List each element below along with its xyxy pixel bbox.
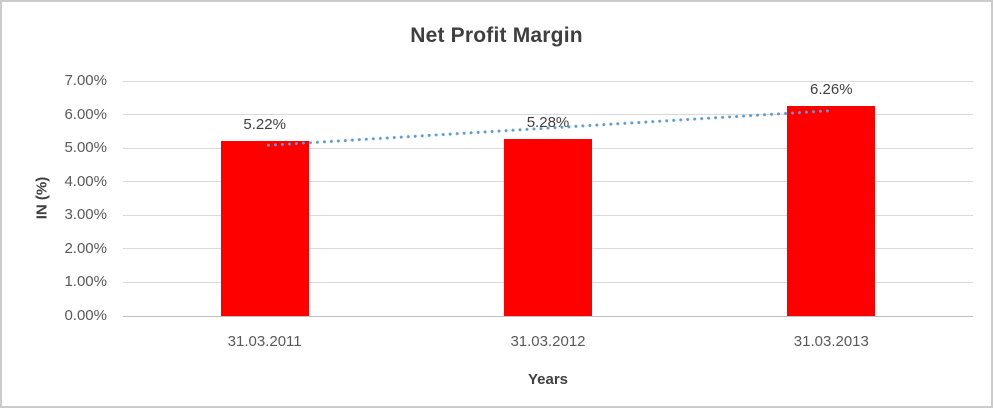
x-axis-title: Years xyxy=(527,371,569,388)
data-label: 5.22% xyxy=(243,115,286,133)
y-tick-label: 0.00% xyxy=(64,307,107,324)
bar-31.03.2011 xyxy=(220,140,309,316)
x-axis-line xyxy=(123,315,973,317)
bar-31.03.2012 xyxy=(504,138,592,316)
y-tick-label: 3.00% xyxy=(64,206,107,224)
x-tick-label: 31.03.2012 xyxy=(510,333,586,350)
y-tick-label: 5.00% xyxy=(64,139,107,157)
x-tick-label: 31.03.2011 xyxy=(227,333,302,350)
y-tick-label: 1.00% xyxy=(64,273,107,291)
y-tick-label: 7.00% xyxy=(64,72,107,89)
data-label: 6.26% xyxy=(810,80,853,98)
gridline xyxy=(123,114,973,116)
y-tick-label: 2.00% xyxy=(64,239,107,257)
gridline xyxy=(123,80,973,82)
plot-area: 5.22% 5.28% 6.26% xyxy=(123,80,973,317)
y-tick-label: 6.00% xyxy=(64,105,107,123)
x-tick-label: 31.03.2013 xyxy=(793,333,869,350)
chart-title: Net Profit Margin xyxy=(410,24,583,47)
y-tick-label: 4.00% xyxy=(64,172,107,190)
bar-31.03.2013 xyxy=(787,105,876,316)
